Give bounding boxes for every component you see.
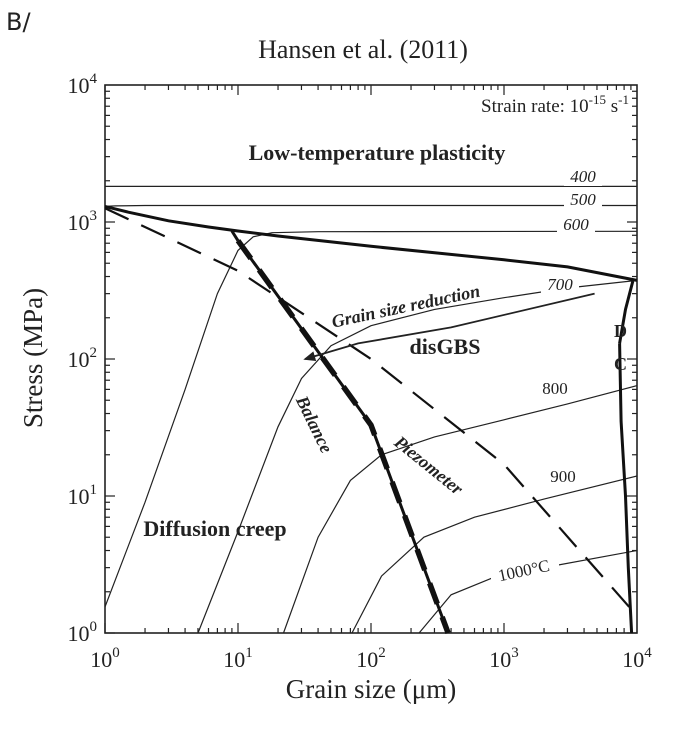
axis-ticks xyxy=(104,85,637,634)
isotherm-line xyxy=(282,385,638,634)
region-dc-d: D xyxy=(614,321,627,341)
panel-label: B/ xyxy=(6,8,31,36)
x-tick-label: 102 xyxy=(356,645,386,672)
isotherm-line xyxy=(351,475,638,634)
isotherm-curves xyxy=(104,185,638,634)
isotherm-label-bg xyxy=(564,190,602,209)
x-tick-base: 10 xyxy=(489,647,511,672)
diffusion-boundary-kink xyxy=(230,230,240,242)
isotherm-label: 900 xyxy=(550,467,576,486)
y-tick-exp: 2 xyxy=(90,345,98,361)
x-tick-exp: 2 xyxy=(378,645,386,661)
plot-frame xyxy=(104,84,638,634)
balance-label: Balance xyxy=(292,392,337,456)
isotherm-label: 800 xyxy=(542,379,568,398)
x-tick-base: 10 xyxy=(90,647,112,672)
region-diffusion-creep: Diffusion creep xyxy=(143,516,286,541)
y-axis-label: Stress (MPa) xyxy=(18,288,48,428)
grain-size-reduction-label: Grain size reduction xyxy=(330,281,482,332)
x-tick-exp: 1 xyxy=(245,645,253,661)
x-tick-base: 10 xyxy=(223,647,245,672)
y-tick-base: 10 xyxy=(68,621,90,646)
y-tick-base: 10 xyxy=(68,73,90,98)
x-tick-exp: 3 xyxy=(511,645,519,661)
region-dc-c: C xyxy=(614,354,627,374)
x-tick-label: 100 xyxy=(90,645,120,672)
isotherm-label: 1000°C xyxy=(496,556,551,585)
piezometer-line xyxy=(104,207,632,610)
dc-boundary-line xyxy=(618,343,634,634)
x-tick-label: 101 xyxy=(223,645,253,672)
y-tick-base: 10 xyxy=(68,347,90,372)
field-boundaries xyxy=(104,204,638,634)
isotherm-label: 700 xyxy=(547,275,573,294)
region-disgbs: disGBS xyxy=(410,334,481,359)
y-tick-base: 10 xyxy=(68,210,90,235)
ltp-boundary-line xyxy=(104,204,638,282)
strain-rate-label: Strain rate: 10-15 s-1 xyxy=(481,92,629,117)
y-tick-label: 102 xyxy=(68,345,98,372)
x-tick-exp: 4 xyxy=(644,645,652,661)
isotherm-label: 500 xyxy=(570,190,596,209)
x-tick-label: 104 xyxy=(622,645,652,672)
isotherm-label-bg xyxy=(564,167,602,186)
x-axis-label: Grain size (μm) xyxy=(286,674,456,704)
isotherm-line xyxy=(104,230,638,608)
x-tick-exp: 0 xyxy=(112,645,120,661)
y-tick-label: 104 xyxy=(68,71,98,98)
curve-labels: 400 500 600 700 800 900 1000°C xyxy=(491,167,602,585)
piezometer-label: Piezometer xyxy=(390,431,468,499)
isotherm-label-bg xyxy=(557,215,595,234)
isotherm-label-bg xyxy=(536,379,574,398)
grain-size-reduction-arrow xyxy=(303,292,595,361)
y-tick-base: 10 xyxy=(68,484,90,509)
isotherm-label: 600 xyxy=(563,215,589,234)
isotherm-line xyxy=(197,279,638,634)
x-tick-base: 10 xyxy=(622,647,644,672)
y-tick-label: 100 xyxy=(68,619,98,646)
y-tick-exp: 3 xyxy=(90,208,98,224)
y-tick-label: 101 xyxy=(68,482,98,509)
y-tick-exp: 0 xyxy=(90,619,98,635)
y-tick-label: 103 xyxy=(68,208,98,235)
isotherm-label-bg xyxy=(544,467,582,486)
dc-boundary-hook xyxy=(618,280,635,344)
y-tick-exp: 4 xyxy=(90,71,98,87)
isotherm-label-bg xyxy=(541,275,579,294)
y-tick-exp: 1 xyxy=(90,482,98,498)
chart-title: Hansen et al. (2011) xyxy=(258,35,468,64)
isotherm-label-bg xyxy=(491,561,559,580)
region-ltp: Low-temperature plasticity xyxy=(249,140,506,165)
isotherm-label: 400 xyxy=(570,167,596,186)
x-tick-base: 10 xyxy=(356,647,378,672)
isotherm-line xyxy=(104,204,637,207)
balance-dashed-line xyxy=(235,239,451,634)
x-tick-label: 103 xyxy=(489,645,519,672)
